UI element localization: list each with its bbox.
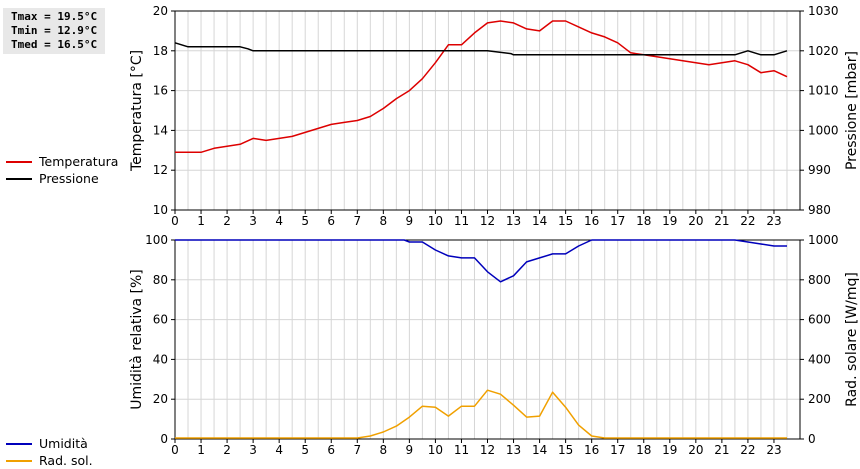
y-tick-label: 14 <box>153 123 168 137</box>
series-line-umidit <box>175 239 787 283</box>
y-tick-label: 20 <box>153 4 168 18</box>
x-tick-label: 20 <box>688 214 703 228</box>
x-tick-label: 17 <box>610 214 625 228</box>
x-tick-label: 12 <box>480 443 495 457</box>
stats-box: Tmax = 19.5°C Tmin = 12.9°C Tmed = 16.5°… <box>3 8 105 54</box>
x-tick-label: 9 <box>406 443 414 457</box>
x-tick-label: 16 <box>584 443 599 457</box>
x-tick-label: 5 <box>301 214 309 228</box>
x-tick-label: 14 <box>532 443 547 457</box>
y2-tick-label: 990 <box>808 163 831 177</box>
x-tick-label: 0 <box>171 214 179 228</box>
series-line-rad-sol <box>175 389 787 439</box>
x-tick-label: 8 <box>380 443 388 457</box>
y-tick-label: 40 <box>153 352 168 366</box>
legend-label-pressione: Pressione <box>39 171 99 186</box>
y2-axis-title: Pressione [mbar] <box>844 51 860 170</box>
x-tick-label: 16 <box>584 214 599 228</box>
x-tick-label: 4 <box>275 214 283 228</box>
legend-swatch-temperatura <box>6 160 32 163</box>
stat-tmed: Tmed = 16.5°C <box>11 38 98 51</box>
x-tick-label: 18 <box>636 214 651 228</box>
x-tick-label: 7 <box>353 214 361 228</box>
x-tick-label: 14 <box>532 214 547 228</box>
x-tick-label: 23 <box>766 214 781 228</box>
x-tick-label: 3 <box>249 214 257 228</box>
x-tick-label: 1 <box>197 214 205 228</box>
legend-label-temperatura: Temperatura <box>39 154 119 169</box>
y-tick-label: 80 <box>153 273 168 287</box>
y-tick-label: 18 <box>153 44 168 58</box>
legend-swatch-umidita <box>6 442 32 445</box>
legend-top: Temperatura Pressione <box>6 153 118 187</box>
y-axis-title: Umidità relativa [%] <box>129 269 145 410</box>
stat-tmin: Tmin = 12.9°C <box>11 24 98 37</box>
x-tick-label: 22 <box>740 443 755 457</box>
x-tick-label: 21 <box>714 214 729 228</box>
stat-tmax: Tmax = 19.5°C <box>11 10 98 23</box>
y2-tick-label: 1010 <box>808 84 839 98</box>
legend-label-umidita: Umidità <box>39 436 88 451</box>
y-tick-label: 10 <box>153 203 168 217</box>
x-tick-label: 11 <box>454 443 469 457</box>
x-tick-label: 12 <box>480 214 495 228</box>
y-tick-label: 20 <box>153 392 168 406</box>
y2-tick-label: 600 <box>808 313 831 327</box>
x-tick-label: 1 <box>197 443 205 457</box>
x-tick-label: 3 <box>249 443 257 457</box>
x-tick-label: 15 <box>558 443 573 457</box>
y-tick-label: 0 <box>160 432 168 446</box>
x-tick-label: 23 <box>766 443 781 457</box>
x-tick-label: 9 <box>406 214 414 228</box>
x-tick-label: 13 <box>506 443 521 457</box>
y2-tick-label: 1000 <box>808 123 839 137</box>
legend-item-pressione: Pressione <box>6 170 118 187</box>
series-line-pressione <box>174 42 788 56</box>
chart-panel-1: 0 1 2 3 4 5 6 7 8 9 10 11 12 13 14 15 16 17 18 19 20 21 22 2310… <box>129 4 860 228</box>
y2-tick-label: 200 <box>808 392 831 406</box>
x-tick-label: 6 <box>327 443 335 457</box>
x-tick-label: 19 <box>662 214 677 228</box>
y-tick-label: 12 <box>153 163 168 177</box>
y2-tick-label: 980 <box>808 203 831 217</box>
y2-tick-label: 1000 <box>808 233 839 247</box>
x-tick-label: 4 <box>275 443 283 457</box>
y2-tick-label: 400 <box>808 352 831 366</box>
x-tick-label: 6 <box>327 214 335 228</box>
y-axis-title: Temperatura [°C] <box>129 50 145 172</box>
x-tick-label: 0 <box>171 443 179 457</box>
y2-tick-label: 800 <box>808 273 831 287</box>
y-tick-label: 100 <box>145 233 168 247</box>
x-tick-label: 22 <box>740 214 755 228</box>
chart-panel-2: 0 1 2 3 4 5 6 7 8 9 10 11 12 13 14 15 16 17 18 19 20 21 22 2302… <box>129 233 860 457</box>
x-tick-label: 15 <box>558 214 573 228</box>
x-tick-label: 20 <box>688 443 703 457</box>
y2-axis-title: Rad. solare [W/mq] <box>844 272 860 407</box>
x-tick-label: 5 <box>301 443 309 457</box>
x-tick-label: 8 <box>380 214 388 228</box>
x-tick-label: 10 <box>428 443 443 457</box>
series-line-temperatura <box>175 20 788 154</box>
legend-item-temperatura: Temperatura <box>6 153 118 170</box>
y-tick-label: 60 <box>153 313 168 327</box>
x-tick-label: 21 <box>714 443 729 457</box>
x-tick-label: 7 <box>353 443 361 457</box>
x-tick-label: 19 <box>662 443 677 457</box>
x-tick-label: 18 <box>636 443 651 457</box>
legend-swatch-pressione <box>6 177 32 180</box>
x-tick-label: 11 <box>454 214 469 228</box>
y2-tick-label: 1030 <box>808 4 839 18</box>
x-tick-label: 17 <box>610 443 625 457</box>
x-tick-label: 10 <box>428 214 443 228</box>
legend-item-umidita: Umidità <box>6 435 93 452</box>
y-tick-label: 16 <box>153 84 168 98</box>
y2-tick-label: 0 <box>808 432 816 446</box>
y2-tick-label: 1020 <box>808 44 839 58</box>
x-tick-label: 2 <box>223 214 231 228</box>
x-tick-label: 13 <box>506 214 521 228</box>
x-tick-label: 2 <box>223 443 231 457</box>
